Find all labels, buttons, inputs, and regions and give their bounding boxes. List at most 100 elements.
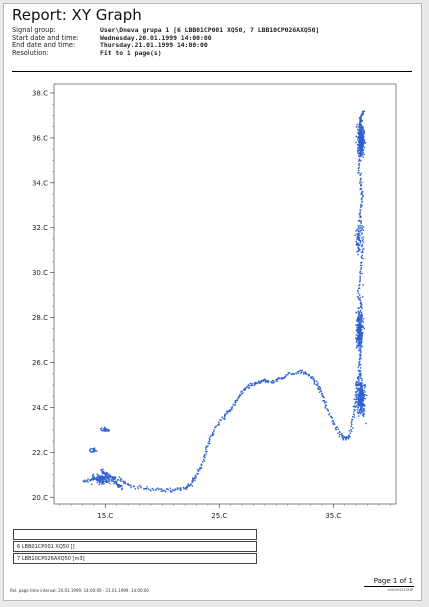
data-point [117, 478, 119, 481]
data-point [209, 436, 212, 438]
data-point [104, 478, 107, 481]
data-point [260, 381, 263, 383]
data-point [358, 249, 360, 252]
data-point [267, 379, 269, 382]
data-point [360, 321, 362, 324]
data-point [84, 480, 87, 483]
data-point [356, 233, 358, 235]
data-point [333, 421, 335, 424]
data-point [361, 397, 364, 399]
data-point [251, 384, 253, 386]
data-point [363, 405, 365, 407]
data-point [241, 392, 243, 395]
y-tick-label: 22.C [32, 449, 48, 457]
data-point [361, 320, 364, 322]
data-point [360, 267, 363, 269]
data-point [359, 302, 362, 305]
data-point [360, 209, 362, 211]
data-point [359, 356, 361, 359]
data-point [358, 239, 361, 241]
data-point [356, 387, 358, 390]
data-point [359, 212, 361, 214]
data-point [130, 486, 132, 489]
data-point [357, 253, 359, 256]
data-point [359, 387, 362, 389]
data-point [357, 396, 359, 399]
data-point [155, 488, 157, 490]
data-point [362, 250, 364, 253]
data-point [356, 411, 359, 413]
data-point [360, 135, 362, 137]
data-point [357, 149, 360, 152]
meta-label: Start date and time: [12, 33, 79, 42]
data-point [359, 131, 362, 134]
data-point [358, 129, 361, 131]
data-point [363, 133, 365, 135]
data-point [357, 342, 360, 344]
data-point [160, 490, 162, 492]
data-point [355, 141, 357, 144]
data-point [358, 341, 360, 344]
data-point [361, 387, 364, 390]
data-point [362, 394, 364, 397]
data-point [364, 405, 366, 407]
data-point [215, 425, 217, 427]
data-point [360, 312, 363, 314]
data-point [358, 400, 361, 402]
y-tick-label: 30.C [32, 269, 48, 277]
data-point [310, 376, 313, 378]
data-point [362, 318, 365, 320]
data-point [361, 225, 363, 227]
data-point [355, 242, 358, 244]
data-point [90, 478, 92, 481]
data-point [95, 479, 98, 481]
data-point [360, 351, 362, 354]
data-point [100, 481, 102, 483]
data-point [359, 148, 361, 150]
data-point [360, 130, 363, 132]
data-point [206, 450, 208, 453]
data-point [357, 330, 360, 332]
data-point [351, 423, 353, 426]
data-point [359, 335, 361, 337]
data-point [357, 329, 359, 331]
data-point [363, 384, 365, 386]
data-point [123, 482, 125, 484]
data-point [357, 287, 360, 289]
data-point [282, 377, 284, 379]
data-point [209, 438, 211, 441]
data-point [360, 301, 362, 303]
meta-label: Resolution: [12, 48, 49, 57]
data-point [187, 484, 189, 486]
data-point [91, 483, 93, 485]
data-point [308, 374, 310, 376]
report-title: Report: XY Graph [12, 6, 142, 24]
data-point [195, 477, 197, 479]
data-point [353, 411, 355, 413]
data-point [224, 413, 226, 415]
data-point [224, 414, 226, 417]
data-point [103, 426, 106, 429]
data-point [358, 318, 360, 320]
data-point [357, 415, 360, 417]
data-point [364, 385, 367, 387]
data-point [146, 486, 148, 488]
data-point [359, 374, 362, 376]
data-point [359, 215, 362, 217]
data-point [357, 136, 359, 139]
data-point [360, 143, 363, 145]
data-point [251, 382, 253, 385]
data-point [273, 381, 276, 383]
data-point [355, 334, 358, 336]
data-point [362, 194, 364, 197]
data-point [360, 331, 362, 334]
data-point [171, 491, 173, 493]
data-point [98, 476, 100, 478]
data-point [260, 382, 262, 384]
data-point [106, 477, 108, 480]
data-point [360, 206, 362, 208]
data-point [107, 430, 109, 432]
data-point [356, 319, 358, 321]
data-point [310, 377, 313, 379]
data-point [99, 479, 102, 481]
